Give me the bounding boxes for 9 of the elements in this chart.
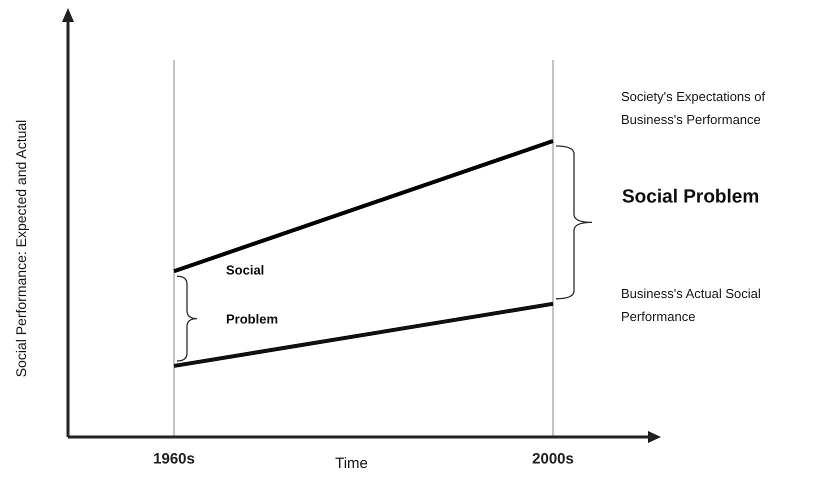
x-axis-title: Time [335,455,368,472]
x-tick-label: 2000s [532,450,574,468]
annotation: Social [226,262,264,278]
y-axis-title: Social Performance: Expected and Actual [13,120,29,378]
annotation: Problem [226,312,278,327]
annotation: Social Problem [622,186,760,208]
text: Society's Expectations of Business's Performance [621,89,766,127]
x-tick-label: 1960s [153,450,195,468]
text: Business's Actual Social Performance [621,286,761,324]
